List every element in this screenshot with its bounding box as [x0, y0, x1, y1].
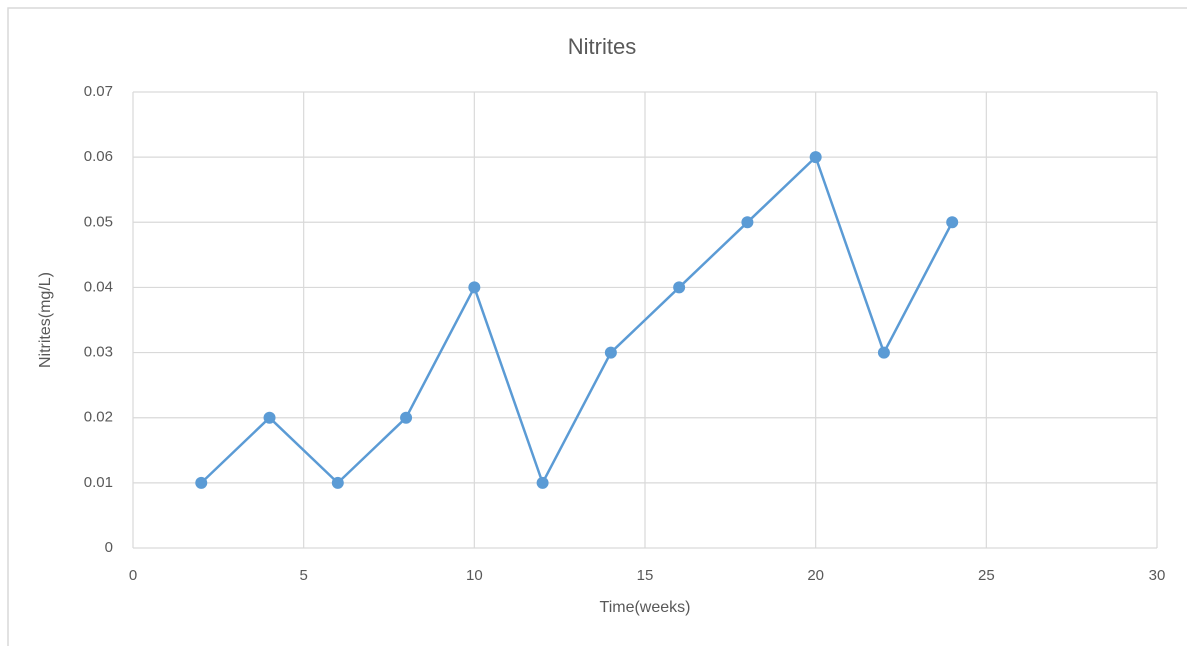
x-tick-label: 30 — [1149, 567, 1166, 584]
chart-border — [7, 7, 1187, 646]
data-line — [200, 155, 954, 485]
y-tick-label: 0.01 — [84, 474, 113, 491]
x-tick-label: 25 — [978, 567, 995, 584]
y-tick-label: 0 — [105, 539, 113, 556]
y-tick-label: 0.03 — [84, 344, 113, 361]
chart-title: Nitrites — [568, 34, 636, 59]
data-point — [263, 411, 276, 424]
data-point — [877, 346, 890, 359]
data-point — [604, 346, 617, 359]
y-tick-label: 0.07 — [84, 83, 113, 100]
data-point — [673, 281, 686, 294]
y-axis-label: Nitrites(mg/L) — [37, 272, 54, 368]
y-tick-label: 0.04 — [84, 278, 113, 295]
data-point — [809, 151, 822, 164]
x-tick-label: 10 — [466, 567, 483, 584]
y-tick-label: 0.06 — [84, 148, 113, 165]
data-point — [946, 216, 959, 229]
data-point — [741, 216, 754, 229]
x-tick-label: 5 — [299, 567, 307, 584]
data-point — [400, 411, 413, 424]
x-axis-label: Time(weeks) — [600, 599, 691, 616]
x-tick-label: 20 — [807, 567, 824, 584]
x-tick-label: 15 — [637, 567, 654, 584]
data-point — [536, 476, 549, 489]
data-point — [195, 476, 208, 489]
y-tick-label: 0.05 — [84, 213, 113, 230]
x-tick-label: 0 — [129, 567, 137, 584]
data-point — [468, 281, 481, 294]
y-tick-label: 0.02 — [84, 409, 113, 426]
data-point — [331, 476, 344, 489]
